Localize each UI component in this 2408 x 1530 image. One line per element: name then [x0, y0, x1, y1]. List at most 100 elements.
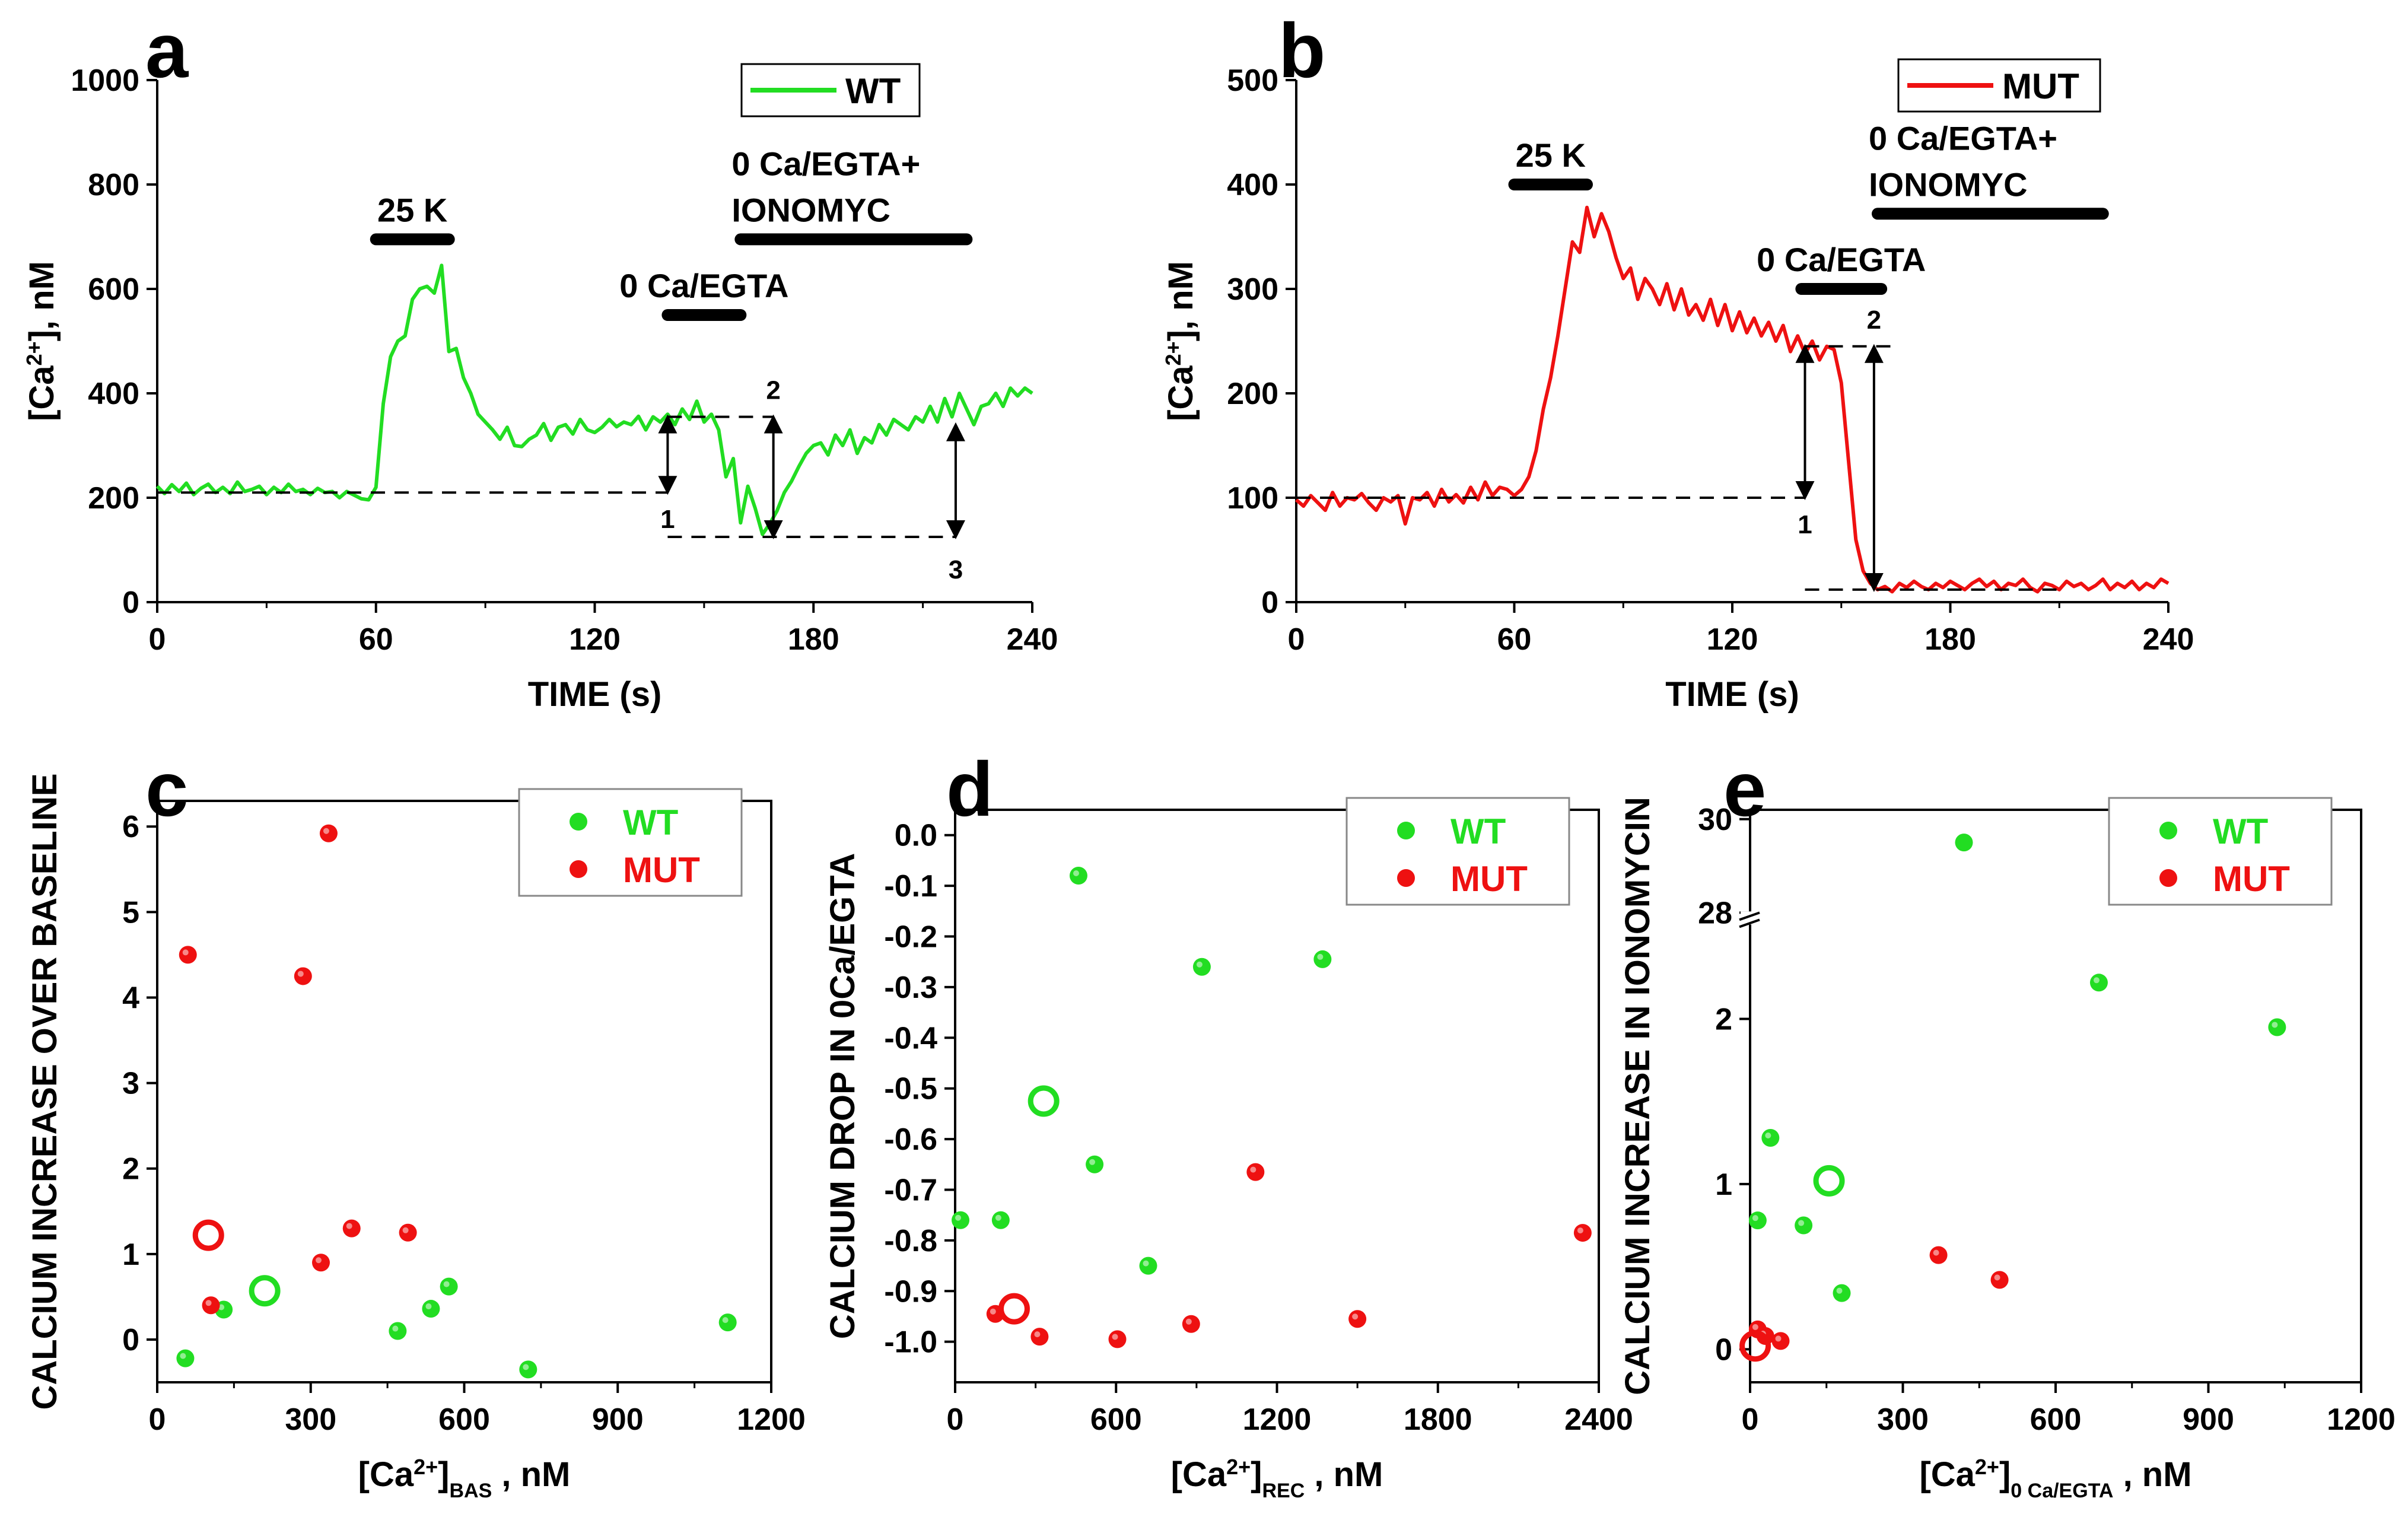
x-tick-label: 2400	[1564, 1402, 1633, 1437]
y-tick-label: 4	[122, 981, 139, 1015]
y-tick-label: 100	[1227, 481, 1278, 516]
marker-label-2: 2	[766, 376, 780, 405]
y-axis-title: [Ca2+], nM	[22, 261, 62, 421]
point-highlight	[1752, 1324, 1758, 1330]
point-WT	[176, 1349, 195, 1367]
y-tick-label: -0.8	[884, 1224, 937, 1258]
x-tick-label: 300	[285, 1402, 336, 1437]
mean-marker-MUT	[1739, 1330, 1771, 1362]
y-tick-label: 0	[1715, 1332, 1732, 1367]
point-WT	[440, 1277, 458, 1296]
point-MUT	[1771, 1332, 1790, 1350]
point-highlight	[323, 828, 329, 834]
treatment-label: IONOMYC	[731, 191, 890, 228]
y-tick-label: -0.2	[884, 920, 937, 954]
point-WT	[1069, 867, 1087, 885]
point-MUT	[1929, 1246, 1948, 1264]
treatment-label: 0 Ca/EGTA+	[1869, 119, 2057, 157]
x-tick-label: 60	[1497, 622, 1532, 657]
point-highlight	[523, 1364, 529, 1370]
legend-swatch-WT	[570, 813, 587, 831]
point-highlight	[392, 1325, 399, 1332]
panel-d: d 0 600 1200 1800 2400 0.0 -0.1 -0.2 -0.3 -0.4 -0.5…	[823, 746, 1633, 1502]
y-tick-label: 400	[88, 377, 139, 411]
panel-letter-b: b	[1278, 7, 1325, 94]
legend-label: MUT	[2002, 66, 2079, 106]
point-WT	[1192, 958, 1211, 976]
y-tick-label: -0.5	[884, 1072, 937, 1106]
mean-marker-MUT	[192, 1219, 224, 1251]
point-WT	[422, 1300, 440, 1318]
point-highlight	[218, 1304, 225, 1310]
point-highlight	[205, 1300, 212, 1306]
point-highlight	[1196, 961, 1203, 968]
point-WT	[991, 1211, 1010, 1229]
treatment-label: 25 K	[1516, 136, 1586, 174]
point-highlight	[180, 1353, 186, 1359]
point-MUT	[202, 1296, 220, 1315]
x-tick-label: 300	[1877, 1402, 1929, 1437]
point-highlight	[1073, 870, 1079, 877]
panel-c: c 0 300 600 900 1200 0 1 2 3 4 5 6 [Ca2+]BAS , nM CALC…	[26, 746, 806, 1502]
treatment-label: 0 Ca/EGTA	[1757, 241, 1926, 278]
point-WT	[952, 1211, 970, 1229]
point-highlight	[2093, 977, 2100, 984]
y-tick-label: 0.0	[895, 819, 937, 853]
point-highlight	[346, 1223, 352, 1229]
x-tick-label: 1200	[737, 1402, 806, 1437]
y-axis-title: [Ca2+], nM	[1161, 261, 1201, 421]
x-axis-title: TIME (s)	[1665, 675, 1799, 714]
y-tick-label: -0.7	[884, 1173, 937, 1207]
panel-letter-e: e	[1723, 746, 1766, 832]
mean-marker-WT	[1028, 1085, 1060, 1117]
axis-break-mark	[1739, 918, 1760, 928]
x-tick-label: 0	[149, 622, 166, 657]
point-highlight	[182, 949, 189, 956]
legend-swatch-MUT	[1397, 869, 1415, 887]
panel-b: b 0 60 120 180 240 0 100 200 300 400 500 TIME (s) [Ca…	[1161, 7, 2194, 714]
x-tick-label: 600	[1090, 1402, 1142, 1437]
point-WT	[1748, 1211, 1767, 1230]
y-tick-label: 500	[1227, 63, 1278, 98]
point-MUT	[1182, 1315, 1200, 1333]
point-highlight	[995, 1214, 1001, 1221]
x-tick-label: 600	[438, 1402, 490, 1437]
y-tick-label: 600	[88, 272, 139, 307]
x-tick-label: 60	[359, 622, 393, 657]
point-MUT	[319, 824, 338, 842]
y-tick-label: 1	[122, 1238, 139, 1272]
legend-swatch-MUT	[2159, 869, 2177, 887]
legend-label-WT: WT	[623, 803, 678, 842]
y-axis-title: CALCIUM INCREASE OVER BASELINE	[26, 773, 64, 1410]
point-highlight	[722, 1317, 729, 1324]
x-tick-label: 120	[1707, 622, 1758, 657]
y-tick-label: -0.1	[884, 869, 937, 904]
y-tick-label: -1.0	[884, 1325, 937, 1360]
legend-swatch-WT	[1397, 822, 1415, 839]
y-tick-label: 5	[122, 895, 139, 930]
point-MUT	[342, 1219, 361, 1238]
x-tick-label: 0	[947, 1402, 964, 1437]
legend-swatch-MUT	[570, 860, 587, 878]
point-highlight	[1143, 1260, 1149, 1267]
marker-label-1: 1	[660, 505, 675, 534]
x-axis-title: [Ca2+]BAS , nM	[358, 1455, 571, 1503]
point-WT	[1833, 1284, 1851, 1302]
y-tick-label: 300	[1227, 272, 1278, 307]
point-WT	[1761, 1128, 1780, 1147]
y-tick-label: 0	[1261, 586, 1278, 620]
x-tick-label: 0	[1288, 622, 1305, 657]
legend-label-MUT: MUT	[1450, 859, 1528, 899]
y-tick-label: 3	[122, 1067, 139, 1101]
point-WT	[2268, 1018, 2286, 1036]
y-tick-label: 2	[1715, 1003, 1732, 1037]
x-tick-label: 600	[2030, 1402, 2082, 1437]
panel-e: e 0 300 600 900 1200 0 1 2 28 30 [Ca2+]0 Ca/EGTA , …	[1618, 746, 2396, 1502]
point-MUT	[179, 946, 197, 964]
point-WT	[389, 1322, 407, 1340]
x-tick-label: 240	[1007, 622, 1058, 657]
x-axis-title: TIME (s)	[528, 675, 662, 714]
point-highlight	[1352, 1313, 1359, 1320]
y-axis-title: CALCIUM DROP IN 0Ca/EGTA	[823, 853, 862, 1340]
